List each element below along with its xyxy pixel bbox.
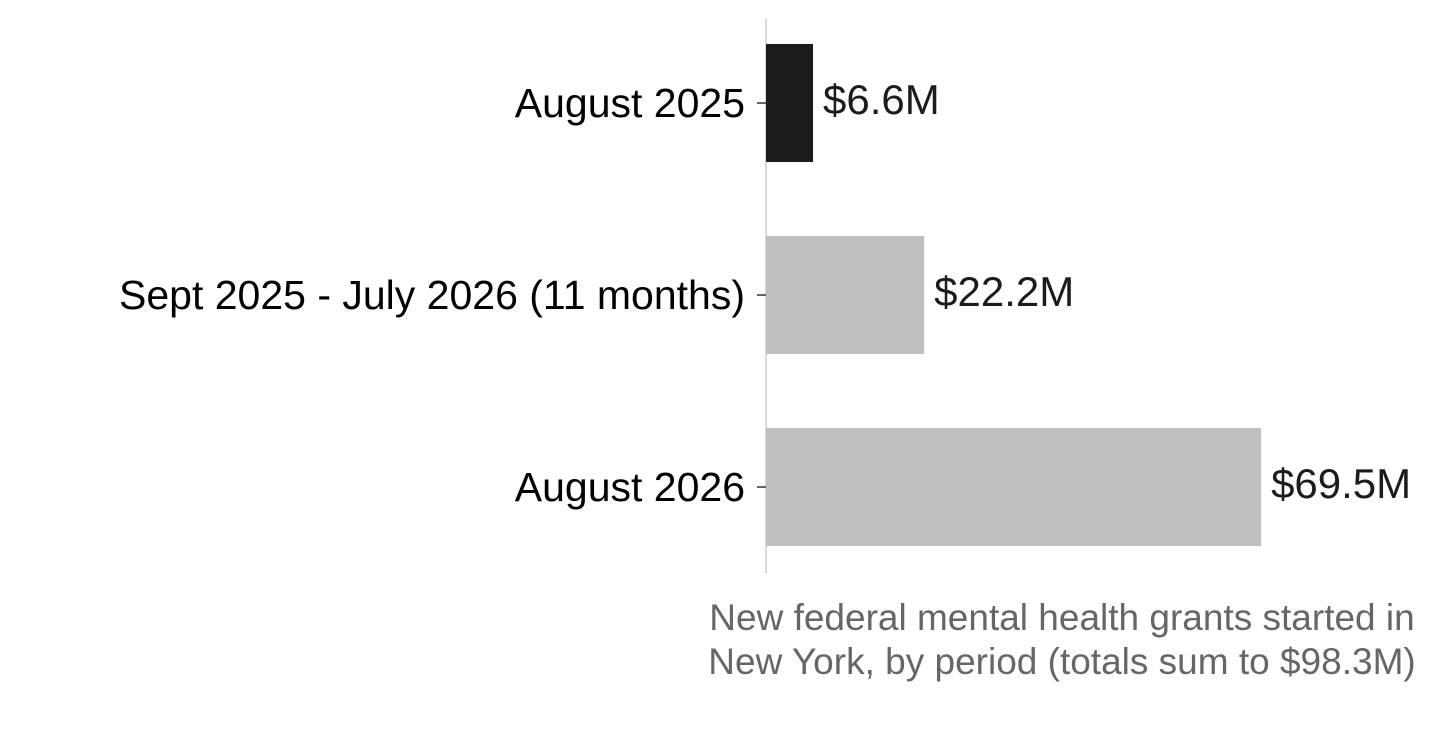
bar xyxy=(766,427,1262,547)
value-label: $69.5M xyxy=(1271,460,1411,507)
y-tick-label: August 2026 xyxy=(515,464,745,510)
x-axis-label: New federal mental health grants started… xyxy=(708,597,1416,682)
value-label: $6.6M xyxy=(823,76,940,123)
bar xyxy=(766,43,814,163)
y-tick-label: August 2025 xyxy=(515,80,745,126)
value-label: $22.2M xyxy=(934,268,1074,315)
bar xyxy=(766,235,925,355)
y-tick-label: Sept 2025 - July 2026 (11 months) xyxy=(119,272,745,318)
